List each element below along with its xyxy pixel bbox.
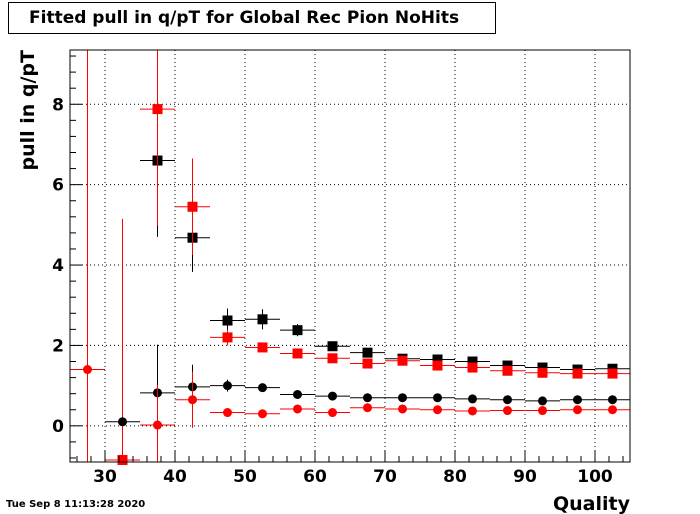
data-point-square — [187, 201, 198, 212]
data-point-square — [432, 360, 443, 371]
data-point-square — [502, 365, 513, 376]
data-point-circle — [293, 404, 302, 414]
data-point-circle — [398, 393, 407, 403]
data-point-circle — [538, 406, 547, 416]
x-tick-label: 50 — [233, 467, 257, 487]
data-point-circle — [328, 391, 337, 401]
data-point-circle — [608, 395, 617, 405]
data-point-square — [257, 314, 268, 325]
data-point-square — [467, 362, 478, 373]
data-point-circle — [433, 393, 442, 403]
data-point-circle — [223, 381, 232, 391]
data-point-circle — [398, 404, 407, 414]
y-tick-label: 6 — [52, 176, 64, 196]
data-point-square — [152, 104, 163, 115]
data-layer — [70, 50, 630, 465]
data-point-circle — [433, 405, 442, 415]
data-point-square — [222, 315, 233, 326]
data-point-square — [222, 332, 233, 343]
data-point-circle — [223, 408, 232, 418]
x-tick-label: 30 — [93, 467, 117, 487]
x-tick-label: 40 — [163, 467, 187, 487]
y-tick-label: 0 — [52, 417, 64, 437]
data-point-square — [327, 353, 338, 364]
data-point-square — [572, 368, 583, 379]
series-4 — [70, 50, 630, 462]
data-point-circle — [468, 406, 477, 416]
chart-title: Fitted pull in q/pT for Global Rec Pion … — [8, 2, 496, 34]
data-point-circle — [363, 393, 372, 403]
data-point-square — [362, 347, 373, 358]
timestamp: Tue Sep 8 11:13:28 2020 — [6, 499, 146, 510]
data-point-square — [537, 367, 548, 378]
y-axis-label: pull in q/pT — [17, 50, 39, 171]
data-point-circle — [503, 406, 512, 416]
data-point-circle — [258, 409, 267, 419]
x-tick-label: 90 — [513, 467, 537, 487]
axes: 30 40 50 60 70 80 90 100 0 2 4 6 8 — [52, 55, 624, 487]
data-point-square — [292, 325, 303, 336]
x-tick-label: 100 — [577, 467, 613, 487]
data-point-circle — [573, 405, 582, 415]
data-point-square — [502, 360, 513, 371]
y-tick-label: 8 — [52, 95, 64, 115]
x-tick-label: 80 — [443, 467, 467, 487]
data-point-circle — [608, 405, 617, 415]
data-point-square — [327, 341, 338, 352]
data-point-circle — [503, 395, 512, 405]
y-tick-label: 2 — [52, 336, 64, 356]
data-point-circle — [573, 395, 582, 405]
data-point-square — [117, 454, 128, 465]
data-point-square — [467, 356, 478, 367]
data-point-square — [257, 342, 268, 353]
data-point-circle — [83, 365, 92, 375]
y-tick-label: 4 — [52, 256, 64, 276]
data-point-square — [537, 362, 548, 373]
data-point-circle — [188, 395, 197, 405]
data-point-circle — [293, 389, 302, 399]
x-axis-label: Quality — [553, 493, 631, 514]
data-point-circle — [468, 394, 477, 404]
data-point-circle — [258, 383, 267, 393]
data-point-circle — [118, 417, 127, 427]
data-point-square — [432, 354, 443, 365]
data-point-square — [607, 368, 618, 379]
data-point-square — [362, 358, 373, 369]
grid — [70, 50, 630, 462]
data-point-square — [397, 355, 408, 366]
data-point-circle — [363, 403, 372, 413]
data-point-circle — [538, 396, 547, 406]
x-tick-label: 60 — [303, 467, 327, 487]
series-2 — [105, 50, 630, 465]
data-point-circle — [153, 420, 162, 430]
data-point-circle — [328, 408, 337, 418]
data-point-square — [292, 348, 303, 359]
plot-frame — [69, 49, 631, 463]
x-tick-label: 70 — [373, 467, 397, 487]
